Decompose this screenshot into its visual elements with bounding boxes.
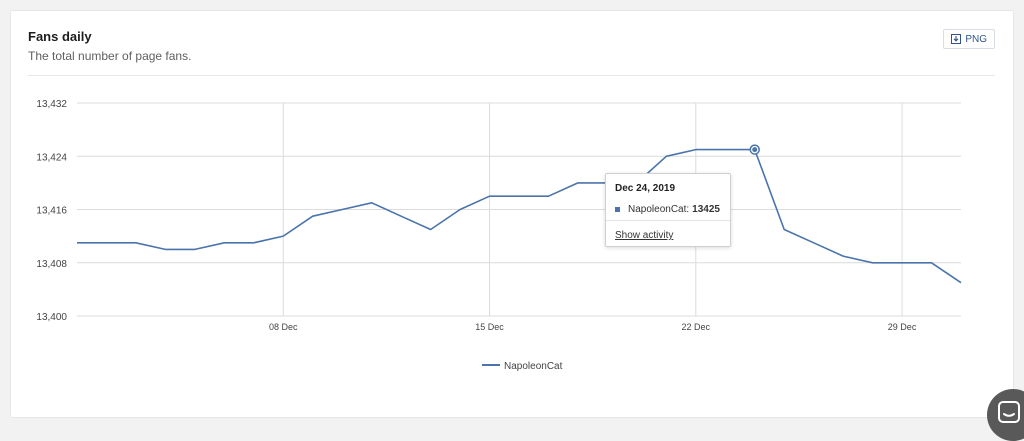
y-tick-label: 13,416: [36, 206, 67, 217]
tooltip-series-value: 13425: [692, 204, 720, 215]
y-tick-label: 13,432: [36, 99, 67, 110]
show-activity-link[interactable]: Show activity: [615, 230, 674, 241]
x-tick-label: 22 Dec: [682, 322, 711, 332]
tooltip-series-label: NapoleonCat:: [628, 204, 690, 215]
y-tick-label: 13,400: [36, 312, 67, 323]
card-subtitle: The total number of page fans.: [28, 49, 192, 63]
png-export-label: PNG: [965, 33, 987, 45]
chat-widget-button[interactable]: [987, 389, 1024, 441]
highlighted-point: [752, 147, 758, 153]
data-tooltip: Dec 24, 2019 NapoleonCat: 13425 Show act…: [605, 173, 731, 247]
tooltip-series-swatch: [615, 207, 620, 212]
chat-icon: [998, 401, 1020, 428]
fans-line-chart: 13,400 13,408 13,416 13,424 13,432 08 Dec 15 D…: [36, 99, 962, 372]
x-tick-label: 29 Dec: [888, 322, 917, 332]
x-tick-label: 08 Dec: [269, 322, 298, 332]
y-tick-label: 13,408: [36, 259, 67, 270]
tooltip-divider: [606, 220, 730, 221]
fans-daily-card: Fans daily The total number of page fans…: [10, 10, 1014, 418]
legend-label: NapoleonCat: [504, 361, 563, 372]
tooltip-date: Dec 24, 2019: [615, 183, 676, 194]
tooltip-series-row: NapoleonCat: 13425: [615, 204, 720, 215]
series-line-napoleoncat: [77, 148, 962, 284]
download-icon: [951, 34, 962, 44]
header-divider: [28, 75, 995, 76]
card-title: Fans daily: [28, 29, 92, 44]
png-export-button[interactable]: PNG: [943, 29, 995, 49]
y-tick-label: 13,424: [36, 152, 67, 163]
x-tick-label: 15 Dec: [475, 322, 504, 332]
